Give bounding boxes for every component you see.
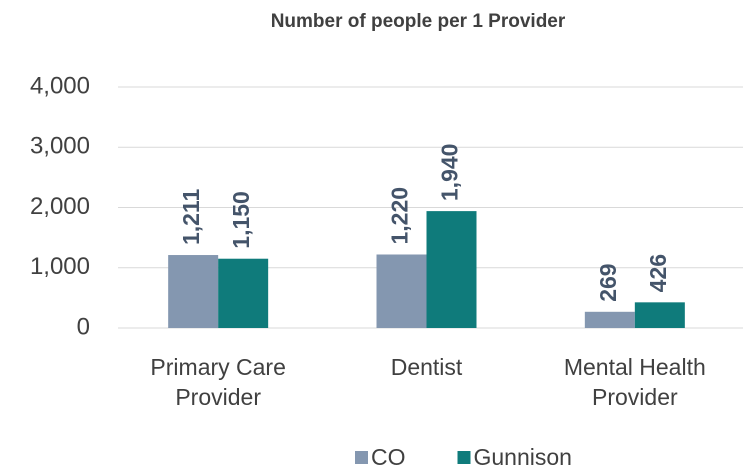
data-label: 1,150 — [228, 191, 254, 249]
bar — [426, 211, 477, 328]
y-tick-label: 1,000 — [30, 253, 90, 280]
legend-swatch — [457, 451, 471, 464]
legend-swatch — [355, 451, 368, 464]
y-tick-label: 0 — [77, 313, 90, 340]
x-tick-label: Primary Care Provider — [150, 354, 286, 410]
legend-label: Gunnison — [474, 444, 572, 470]
data-label: 269 — [595, 263, 621, 301]
data-label: 1,940 — [437, 144, 463, 202]
y-tick-label: 3,000 — [30, 133, 90, 160]
bar — [376, 254, 427, 328]
data-label: 1,211 — [178, 189, 204, 245]
bar — [634, 302, 685, 328]
data-label: 426 — [645, 254, 671, 292]
legend-label: CO — [371, 444, 406, 470]
y-tick-label: 4,000 — [30, 72, 90, 99]
x-tick-label: Mental Health Provider — [563, 354, 706, 410]
bar — [168, 255, 219, 328]
chart-title: Number of people per 1 Provider — [271, 11, 566, 32]
y-tick-label: 2,000 — [30, 193, 90, 220]
data-label: 1,220 — [387, 187, 413, 245]
bar — [584, 311, 635, 328]
x-tick-label: Dentist — [390, 354, 463, 380]
bar — [218, 258, 269, 328]
